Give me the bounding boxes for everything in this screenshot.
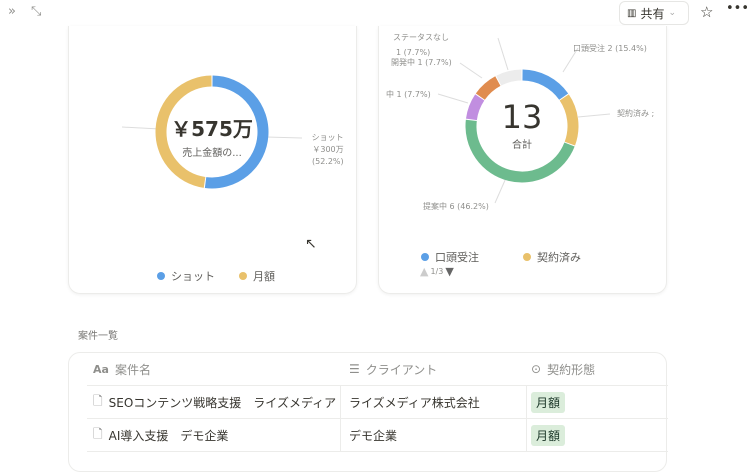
slice-label: ショット ￥300万 (52.2%): [311, 133, 344, 166]
project-name[interactable]: SEOコンテンツ戦略支援 ライズメディア: [108, 395, 337, 410]
donut-slice[interactable]: [559, 94, 579, 146]
donut-slice[interactable]: [475, 76, 501, 101]
donut-slice[interactable]: [155, 75, 212, 188]
topbar: » ⤡ ▥ 共有 ⌄ ☆ •••: [0, 0, 747, 26]
slice-label: 開発中 1 (7.7%): [391, 58, 452, 67]
table-header: Aa 案件名 ☰ クライアント ⊙ 契約形態: [87, 353, 668, 386]
client-name: ライズメディア株式会社: [349, 395, 480, 410]
column-header[interactable]: クライアント: [365, 362, 438, 377]
triangle-up-icon[interactable]: ▲: [420, 265, 429, 278]
text-type-icon: Aa: [93, 362, 109, 376]
donut-slice[interactable]: [496, 69, 522, 86]
leader-line: [497, 37, 509, 71]
building-icon: ▥: [627, 7, 637, 19]
revenue-chart-card: [68, 26, 357, 294]
slice-label: 1 (7.7%): [396, 48, 431, 57]
projects-table: Aa 案件名 ☰ クライアント ⊙ 契約形態 🗋 SEOコンテンツ戦略支援 ライズメディ…: [68, 352, 668, 472]
mouse-cursor-icon: ↖: [305, 236, 317, 252]
legend: ショット 月額: [157, 268, 275, 284]
legend: 口頭受注 契約済み: [421, 249, 581, 265]
legend-pager: ▲ 1/3 ▼: [420, 265, 454, 278]
text-lines-icon: ☰: [349, 362, 360, 376]
leader-line: [577, 113, 611, 118]
donut-slice[interactable]: [522, 69, 569, 100]
page-icon: 🗋: [93, 393, 103, 408]
slice-label: 契約済み ;: [617, 109, 655, 118]
leader-line: [459, 62, 483, 79]
project-name[interactable]: AI導入支援 デモ企業: [108, 428, 229, 443]
client-name: デモ企業: [349, 428, 398, 443]
more-icon[interactable]: •••: [726, 1, 747, 16]
expand-icon[interactable]: ⤡: [31, 4, 42, 19]
chevron-down-icon: ⌄: [668, 8, 677, 18]
share-button[interactable]: ▥ 共有 ⌄: [619, 1, 689, 25]
legend-dot: [421, 253, 429, 261]
legend-item[interactable]: 口頭受注: [435, 251, 479, 264]
status-chart-card: [378, 26, 667, 294]
page-indicator: 1/3: [430, 267, 444, 276]
legend-dot: [239, 272, 247, 280]
share-label: 共有: [640, 6, 665, 21]
legend-dot: [523, 253, 531, 261]
donut-slice[interactable]: [204, 75, 269, 189]
page-icon: 🗋: [93, 426, 103, 441]
donut-slice[interactable]: [465, 94, 485, 121]
select-icon: ⊙: [531, 362, 542, 376]
table-row[interactable]: 🗋 AI導入支援 デモ企業 デモ企業 月額: [87, 419, 668, 452]
leader-line: [265, 136, 303, 139]
center-value: 13: [501, 98, 543, 136]
triangle-down-icon[interactable]: ▼: [445, 265, 454, 278]
slice-label: 中 1 (7.7%): [386, 90, 431, 99]
leader-line: [494, 177, 507, 204]
center-label: 売上金額の...: [182, 148, 242, 159]
leader-line: [437, 93, 469, 104]
charts-svg: [121, 37, 611, 204]
slice-label: 口頭受注 2 (15.4%): [573, 44, 647, 53]
contract-tag: 月額: [531, 424, 566, 446]
legend-item[interactable]: 月額: [253, 270, 275, 283]
leader-line: [562, 47, 579, 73]
slice-label: ステータスなし: [393, 33, 449, 42]
slice-label: 提案中 6 (46.2%): [423, 202, 489, 211]
center-value: ￥575万: [171, 117, 253, 141]
table-row[interactable]: 🗋 SEOコンテンツ戦略支援 ライズメディア ライズメディア株式会社 月額: [87, 386, 668, 419]
contract-tag: 月額: [531, 391, 566, 413]
legend-item[interactable]: ショット: [171, 270, 215, 283]
column-header[interactable]: 契約形態: [547, 362, 596, 377]
leader-line: [121, 126, 161, 130]
star-icon[interactable]: ☆: [700, 3, 714, 21]
legend-item[interactable]: 契約済み: [537, 251, 581, 264]
section-title: 案件一覧: [78, 331, 118, 342]
center-label: 合計: [512, 140, 532, 151]
donut-slice[interactable]: [465, 119, 575, 183]
legend-dot: [157, 272, 165, 280]
double-chevron-right-icon[interactable]: »: [8, 4, 16, 19]
column-header[interactable]: 案件名: [114, 362, 151, 377]
